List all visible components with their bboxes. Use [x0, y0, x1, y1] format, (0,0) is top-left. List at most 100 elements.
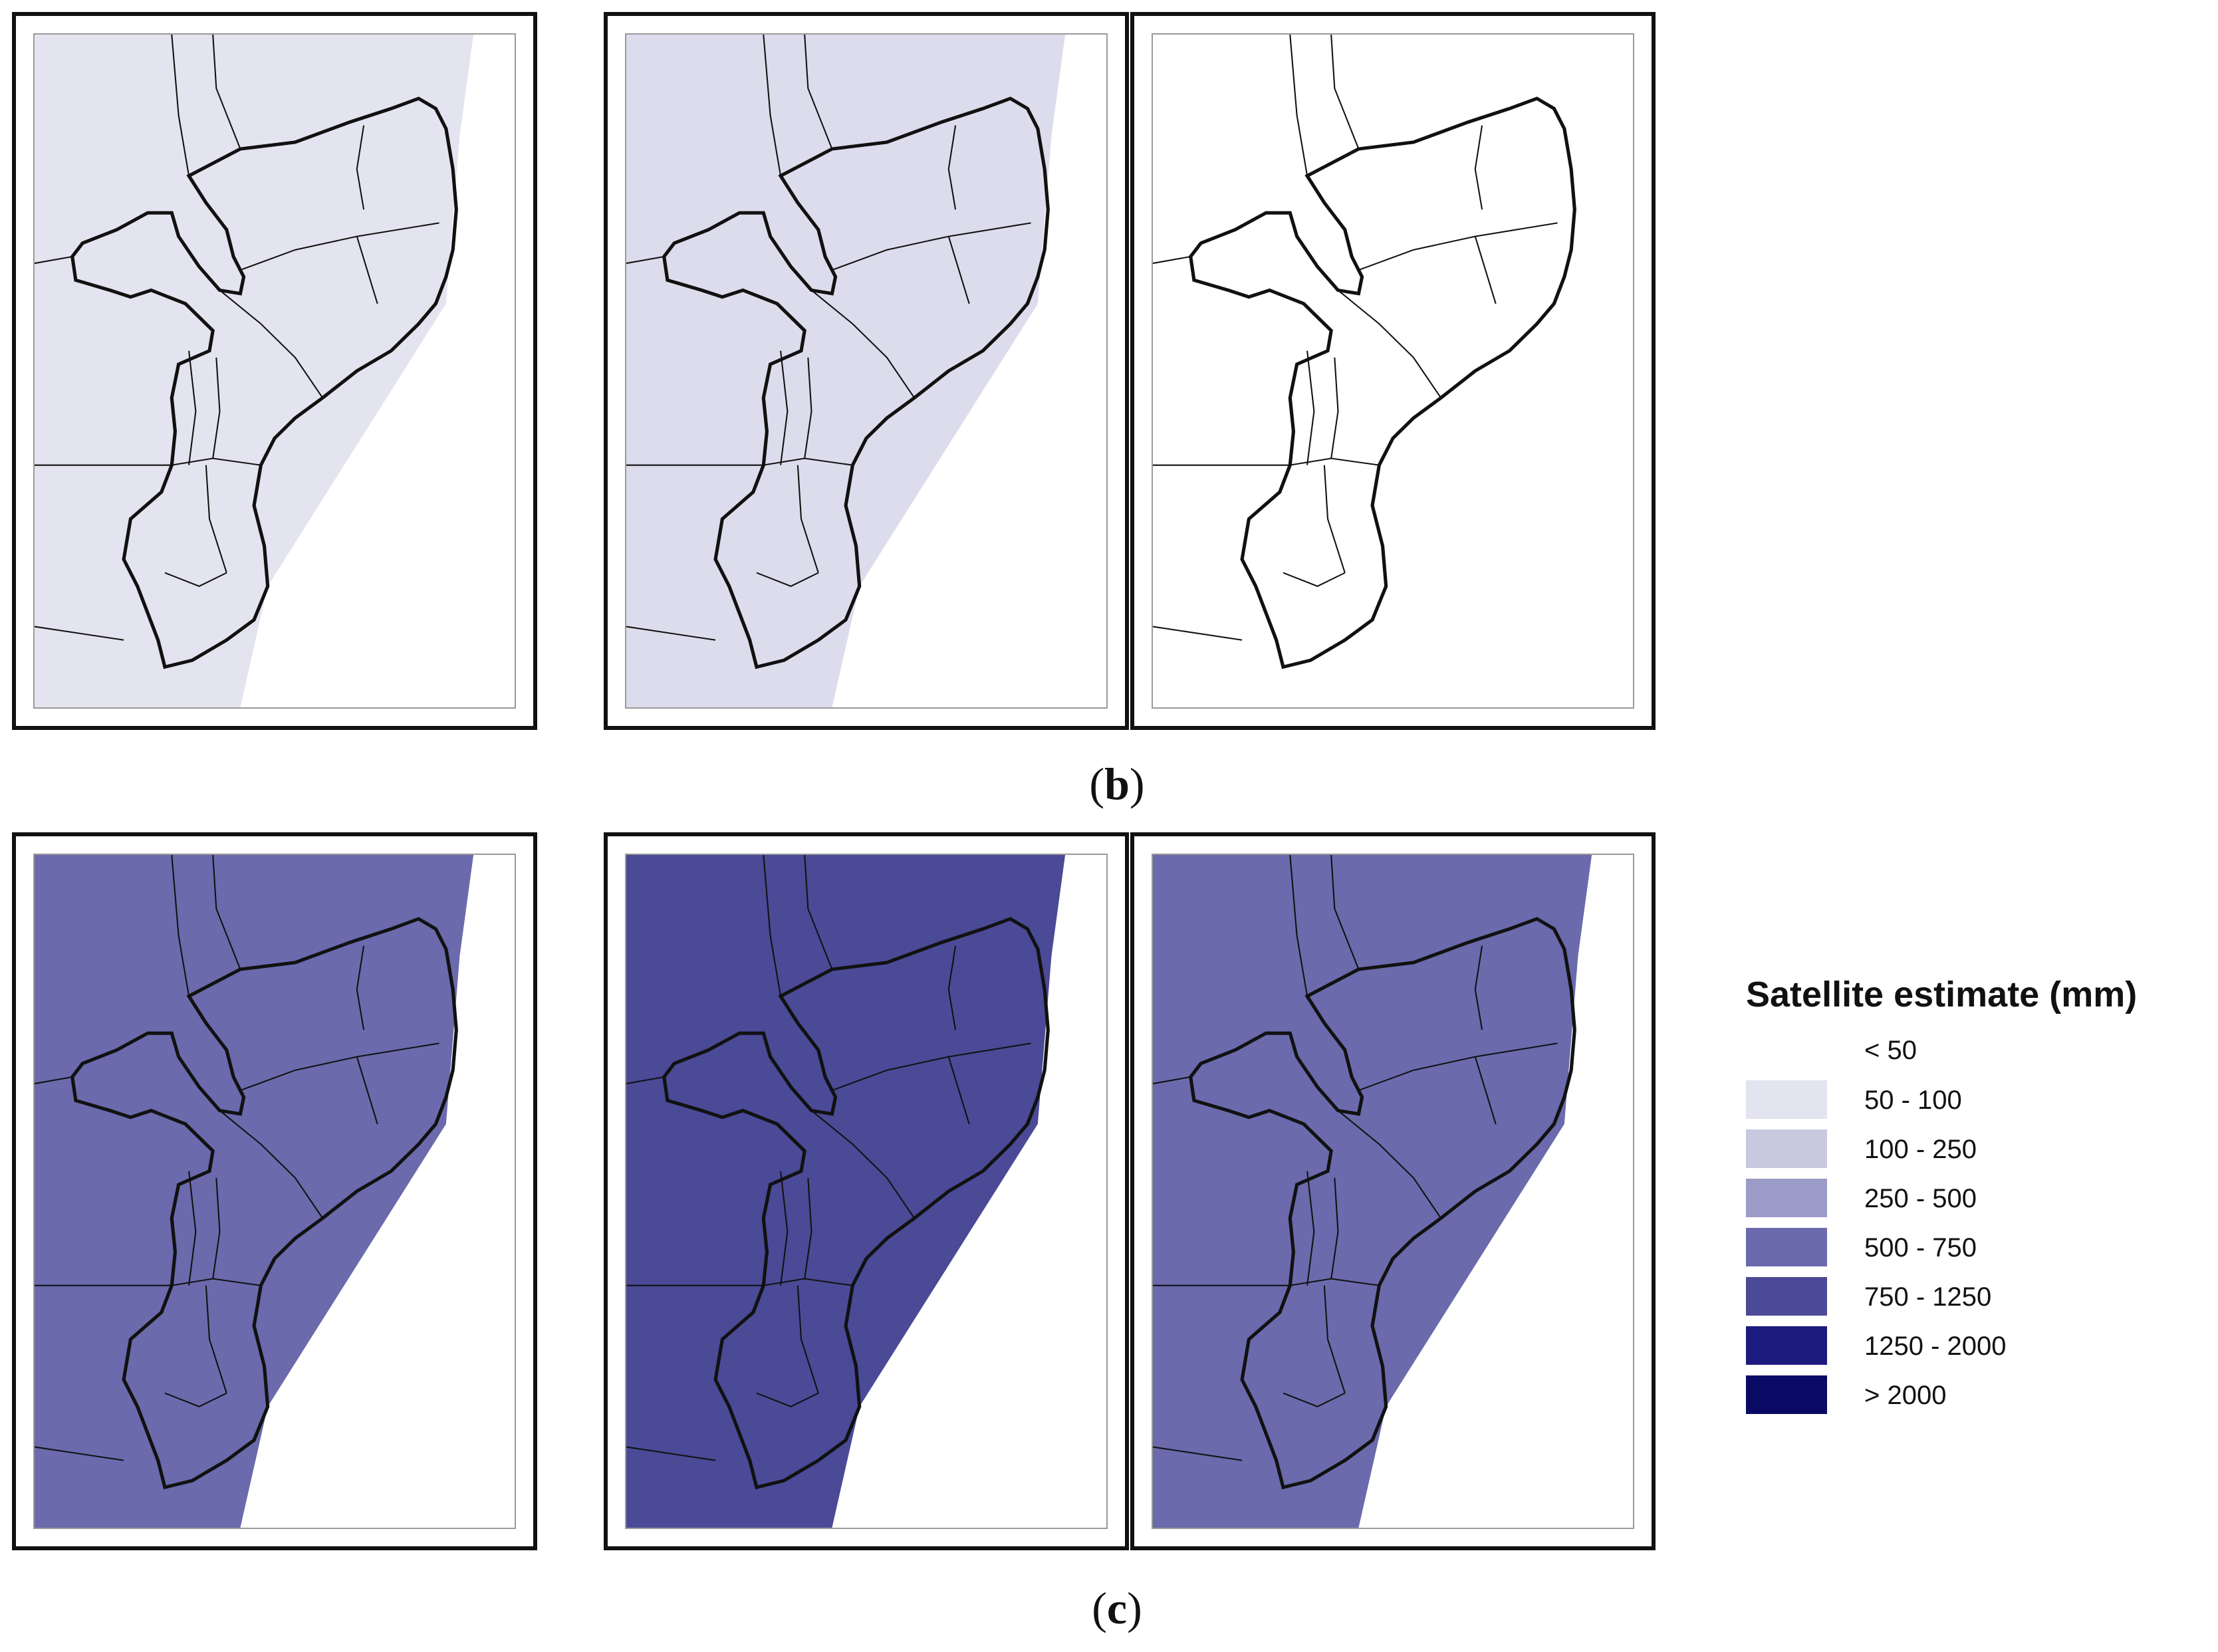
province-border	[356, 945, 365, 1030]
neighbour-border	[1289, 855, 1308, 997]
province-border	[1474, 236, 1497, 304]
province-border	[947, 236, 970, 304]
mozambique-map	[35, 855, 515, 1528]
neighbour-border	[626, 626, 716, 641]
neighbour-border	[626, 1076, 664, 1085]
map-panel-c-3	[1130, 832, 1656, 1550]
neighbour-border	[35, 255, 72, 265]
map-panel-c-1	[12, 832, 537, 1550]
mozambique-map	[626, 35, 1106, 707]
neighbour-border	[763, 855, 782, 997]
map-frame	[33, 33, 516, 709]
province-border	[1323, 1285, 1346, 1393]
province-border	[1358, 1042, 1558, 1092]
country-outline	[70, 96, 458, 669]
legend-label: 50 - 100	[1864, 1086, 1962, 1115]
province-border	[1330, 1177, 1339, 1279]
mozambique-map	[35, 35, 515, 707]
neighbour-border	[804, 35, 833, 150]
caption-b-letter: b	[1104, 759, 1130, 809]
province-border	[947, 1056, 970, 1125]
ocean-area	[240, 855, 515, 1528]
province-border	[780, 350, 789, 465]
caption-c: (c)	[1092, 1583, 1142, 1633]
neighbour-border	[1153, 1076, 1191, 1085]
province-border	[804, 1177, 812, 1279]
ocean-area	[1358, 855, 1633, 1528]
mozambique-map	[1153, 35, 1633, 707]
neighbour-border	[626, 255, 664, 265]
neighbour-border	[1289, 35, 1308, 176]
neighbour-border	[1153, 255, 1191, 265]
ocean-area	[832, 855, 1106, 1528]
map-panel-b-2	[604, 12, 1129, 730]
legend-label: < 50	[1864, 1036, 1917, 1065]
neighbour-border	[35, 1446, 124, 1461]
neighbour-border	[171, 35, 190, 176]
province-border	[1283, 572, 1346, 587]
province-border	[240, 222, 439, 271]
caption-b: (b)	[1089, 759, 1145, 809]
legend-label: 250 - 500	[1864, 1184, 1977, 1213]
neighbour-border	[1153, 1446, 1243, 1461]
province-border	[797, 465, 819, 573]
legend-label: > 2000	[1864, 1381, 1947, 1410]
province-border	[763, 1278, 853, 1286]
neighbour-border	[212, 855, 241, 970]
province-border	[832, 1042, 1031, 1092]
province-border	[205, 465, 227, 573]
province-border	[797, 1285, 819, 1393]
legend-swatch	[1746, 1277, 1827, 1316]
map-panel-b-1	[12, 12, 537, 730]
province-border	[1283, 1392, 1346, 1407]
map-panel-c-2	[604, 832, 1129, 1550]
legend-swatch	[1746, 1228, 1827, 1266]
province-border	[1474, 945, 1483, 1030]
neighbour-border	[212, 35, 241, 150]
province-border	[356, 236, 378, 304]
ocean-area	[1358, 35, 1633, 707]
province-border	[219, 289, 324, 399]
province-border	[810, 1110, 916, 1219]
legend-label: 100 - 250	[1864, 1135, 1977, 1164]
province-border	[1474, 125, 1483, 210]
province-border	[1323, 465, 1346, 573]
country-outline	[662, 917, 1050, 1490]
province-border	[172, 457, 261, 466]
province-border	[212, 357, 221, 459]
neighbour-border	[35, 626, 124, 641]
caption-c-letter: c	[1106, 1583, 1128, 1633]
map-frame	[1152, 33, 1634, 709]
legend-swatch	[1746, 1375, 1827, 1414]
province-border	[1337, 1110, 1442, 1219]
province-border	[240, 1042, 439, 1092]
legend-title: Satellite estimate (mm)	[1746, 975, 2138, 1014]
province-border	[804, 357, 812, 459]
province-border	[212, 1177, 221, 1279]
legend-swatch	[1746, 1129, 1827, 1168]
province-border	[1306, 1171, 1315, 1286]
province-border	[780, 1171, 789, 1286]
province-border	[1474, 1056, 1497, 1125]
province-border	[947, 125, 957, 210]
country-outline	[1189, 96, 1576, 669]
legend: Satellite estimate (mm) < 50 50 - 100 100 …	[1746, 974, 2138, 1414]
legend-swatch	[1746, 1080, 1827, 1119]
province-border	[1330, 357, 1339, 459]
country-outline	[662, 96, 1050, 669]
neighbour-border	[1153, 626, 1243, 641]
legend-label: 500 - 750	[1864, 1233, 1977, 1262]
province-border	[188, 350, 197, 465]
neighbour-border	[1330, 855, 1360, 970]
neighbour-border	[763, 35, 782, 176]
neighbour-border	[626, 1446, 716, 1461]
neighbour-border	[35, 1076, 72, 1085]
ocean-area	[240, 35, 515, 707]
neighbour-border	[1330, 35, 1360, 150]
neighbour-border	[171, 855, 190, 997]
province-border	[810, 289, 916, 399]
mozambique-map	[1153, 855, 1633, 1528]
map-panel-b-3	[1130, 12, 1656, 730]
province-border	[1290, 457, 1380, 466]
map-frame	[1152, 854, 1634, 1529]
